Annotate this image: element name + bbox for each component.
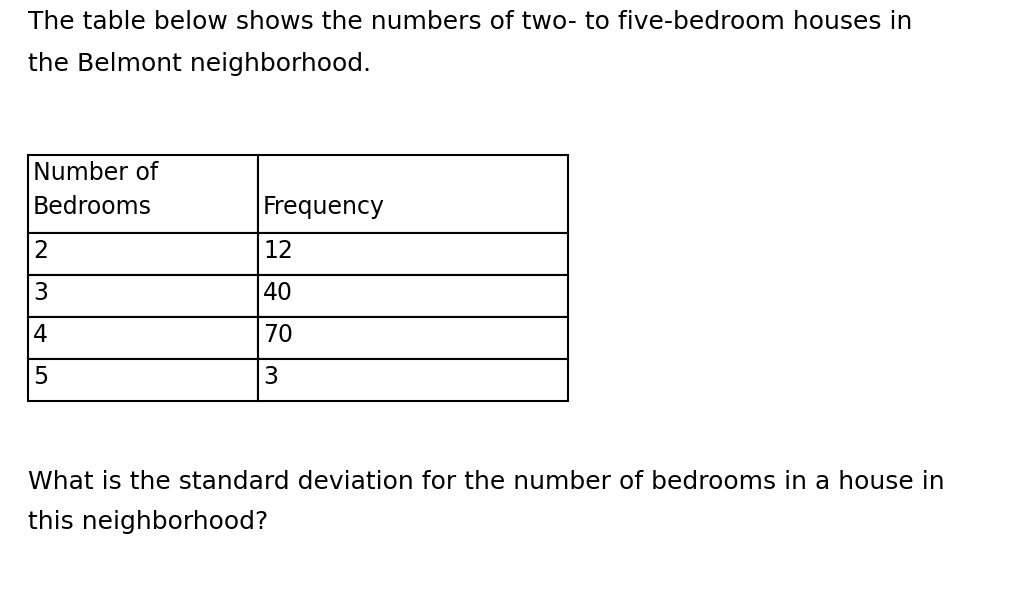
Text: 5: 5 bbox=[33, 365, 48, 389]
Text: this neighborhood?: this neighborhood? bbox=[28, 510, 268, 534]
Bar bbox=[258, 359, 568, 401]
Bar bbox=[258, 233, 568, 275]
Text: Number of: Number of bbox=[33, 161, 159, 185]
Bar bbox=[28, 155, 258, 233]
Text: 3: 3 bbox=[263, 365, 278, 389]
Text: the Belmont neighborhood.: the Belmont neighborhood. bbox=[28, 52, 371, 76]
Text: 4: 4 bbox=[33, 323, 48, 347]
Bar bbox=[258, 317, 568, 359]
Text: 12: 12 bbox=[263, 239, 293, 263]
Bar bbox=[258, 275, 568, 317]
Bar bbox=[258, 155, 568, 233]
Text: 70: 70 bbox=[263, 323, 293, 347]
Text: The table below shows the numbers of two- to five-bedroom houses in: The table below shows the numbers of two… bbox=[28, 10, 912, 34]
Bar bbox=[28, 359, 258, 401]
Bar bbox=[28, 233, 258, 275]
Text: Frequency: Frequency bbox=[263, 195, 385, 219]
Text: 40: 40 bbox=[263, 281, 293, 305]
Text: Bedrooms: Bedrooms bbox=[33, 195, 152, 219]
Text: What is the standard deviation for the number of bedrooms in a house in: What is the standard deviation for the n… bbox=[28, 470, 944, 494]
Bar bbox=[28, 275, 258, 317]
Text: 2: 2 bbox=[33, 239, 48, 263]
Text: 3: 3 bbox=[33, 281, 48, 305]
Bar bbox=[28, 317, 258, 359]
